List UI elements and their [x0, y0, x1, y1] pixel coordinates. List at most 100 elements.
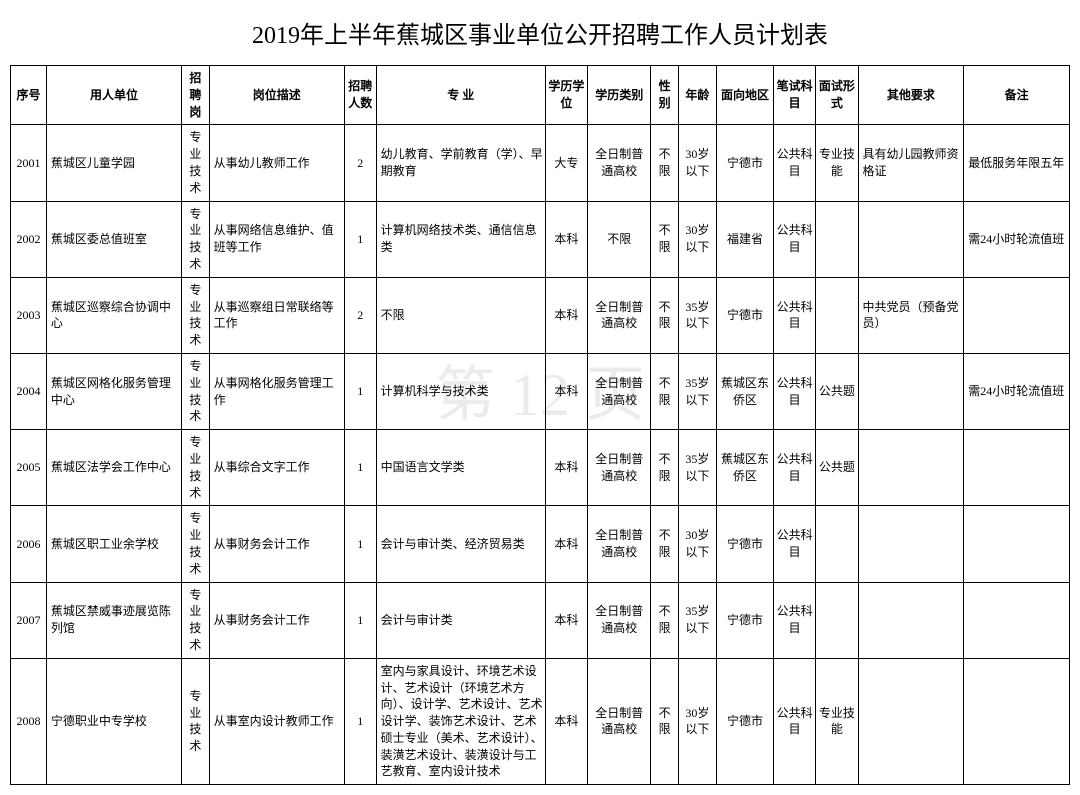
table-cell: 2005 [11, 430, 47, 506]
table-cell: 专业技术 [182, 125, 209, 201]
table-cell: 从事网格化服务管理工作 [209, 353, 344, 429]
column-header: 年龄 [678, 66, 716, 125]
table-cell: 35岁以下 [678, 277, 716, 353]
table-cell: 公共科目 [774, 353, 816, 429]
table-cell: 35岁以下 [678, 582, 716, 658]
table-cell: 计算机科学与技术类 [376, 353, 545, 429]
table-cell: 2008 [11, 658, 47, 785]
table-cell: 最低服务年限五年 [964, 125, 1070, 201]
table-cell: 福建省 [716, 201, 773, 277]
column-header: 备注 [964, 66, 1070, 125]
table-cell [964, 658, 1070, 785]
table-cell [858, 430, 964, 506]
table-cell: 不限 [651, 201, 678, 277]
table-cell: 具有幼儿园教师资格证 [858, 125, 964, 201]
table-row: 2005蕉城区法学会工作中心专业技术从事综合文字工作1中国语言文学类本科全日制普… [11, 430, 1070, 506]
column-header: 专 业 [376, 66, 545, 125]
table-cell: 专业技术 [182, 582, 209, 658]
table-cell: 1 [344, 201, 376, 277]
table-cell: 专业技术 [182, 277, 209, 353]
table-cell [816, 582, 858, 658]
table-cell: 不限 [376, 277, 545, 353]
table-cell [858, 201, 964, 277]
table-cell: 从事幼儿教师工作 [209, 125, 344, 201]
table-cell: 30岁以下 [678, 506, 716, 582]
column-header: 性别 [651, 66, 678, 125]
table-cell: 本科 [545, 506, 587, 582]
table-cell: 大专 [545, 125, 587, 201]
recruitment-table: 序号用人单位招聘岗岗位描述招聘人数专 业学历学位学历类别性别年龄面向地区笔试科目… [10, 65, 1070, 785]
table-cell: 2 [344, 277, 376, 353]
table-cell: 中国语言文学类 [376, 430, 545, 506]
table-cell: 1 [344, 658, 376, 785]
table-cell: 会计与审计类 [376, 582, 545, 658]
table-cell: 2001 [11, 125, 47, 201]
table-cell: 公共科目 [774, 430, 816, 506]
table-cell: 从事财务会计工作 [209, 506, 344, 582]
table-cell: 全日制普通高校 [588, 277, 651, 353]
table-cell: 本科 [545, 201, 587, 277]
table-cell [858, 658, 964, 785]
table-cell: 幼儿教育、学前教育（学）、早期教育 [376, 125, 545, 201]
table-cell: 2003 [11, 277, 47, 353]
table-cell: 专业技术 [182, 658, 209, 785]
table-row: 2001蕉城区儿童学园专业技术从事幼儿教师工作2幼儿教育、学前教育（学）、早期教… [11, 125, 1070, 201]
column-header: 笔试科目 [774, 66, 816, 125]
table-cell: 1 [344, 430, 376, 506]
table-cell: 蕉城区委总值班室 [46, 201, 181, 277]
table-row: 2002蕉城区委总值班室专业技术从事网络信息维护、值班等工作1计算机网络技术类、… [11, 201, 1070, 277]
table-cell: 本科 [545, 430, 587, 506]
page-title: 2019年上半年蕉城区事业单位公开招聘工作人员计划表 [10, 15, 1070, 50]
table-cell: 全日制普通高校 [588, 430, 651, 506]
table-cell: 不限 [588, 201, 651, 277]
table-cell: 公共科目 [774, 506, 816, 582]
table-row: 2004蕉城区网格化服务管理中心专业技术从事网格化服务管理工作1计算机科学与技术… [11, 353, 1070, 429]
table-cell [858, 582, 964, 658]
table-cell: 不限 [651, 125, 678, 201]
table-cell: 从事巡察组日常联络等工作 [209, 277, 344, 353]
column-header: 招聘人数 [344, 66, 376, 125]
table-cell: 全日制普通高校 [588, 658, 651, 785]
table-cell: 不限 [651, 430, 678, 506]
table-cell: 从事室内设计教师工作 [209, 658, 344, 785]
table-cell [816, 506, 858, 582]
table-row: 2007蕉城区禁威事迹展览陈列馆专业技术从事财务会计工作1会计与审计类本科全日制… [11, 582, 1070, 658]
table-cell: 需24小时轮流值班 [964, 353, 1070, 429]
table-cell: 中共党员（预备党员） [858, 277, 964, 353]
table-cell [964, 277, 1070, 353]
table-cell: 计算机网络技术类、通信信息类 [376, 201, 545, 277]
column-header: 面试形式 [816, 66, 858, 125]
table-cell: 全日制普通高校 [588, 582, 651, 658]
table-cell: 全日制普通高校 [588, 353, 651, 429]
column-header: 招聘岗 [182, 66, 209, 125]
table-cell: 会计与审计类、经济贸易类 [376, 506, 545, 582]
table-cell: 35岁以下 [678, 353, 716, 429]
table-cell: 2 [344, 125, 376, 201]
table-cell: 宁德市 [716, 658, 773, 785]
column-header: 序号 [11, 66, 47, 125]
table-row: 2006蕉城区职工业余学校专业技术从事财务会计工作1会计与审计类、经济贸易类本科… [11, 506, 1070, 582]
table-cell: 蕉城区儿童学园 [46, 125, 181, 201]
table-cell [858, 506, 964, 582]
table-cell: 1 [344, 353, 376, 429]
table-cell: 宁德市 [716, 277, 773, 353]
table-cell: 专业技术 [182, 201, 209, 277]
table-cell: 宁德市 [716, 125, 773, 201]
table-cell: 30岁以下 [678, 658, 716, 785]
table-cell: 全日制普通高校 [588, 506, 651, 582]
table-cell: 专业技术 [182, 430, 209, 506]
table-cell: 蕉城区巡察综合协调中心 [46, 277, 181, 353]
table-cell: 本科 [545, 277, 587, 353]
table-cell: 2002 [11, 201, 47, 277]
table-cell: 室内与家具设计、环境艺术设计、艺术设计（环境艺术方向）、设计学、艺术设计、艺术设… [376, 658, 545, 785]
table-cell: 不限 [651, 658, 678, 785]
column-header: 学历类别 [588, 66, 651, 125]
table-cell: 专业技能 [816, 658, 858, 785]
table-cell: 蕉城区东侨区 [716, 430, 773, 506]
table-cell [964, 506, 1070, 582]
table-cell: 宁德市 [716, 506, 773, 582]
table-cell: 专业技术 [182, 353, 209, 429]
table-cell: 公共科目 [774, 658, 816, 785]
table-cell: 宁德市 [716, 582, 773, 658]
table-cell: 专业技术 [182, 506, 209, 582]
